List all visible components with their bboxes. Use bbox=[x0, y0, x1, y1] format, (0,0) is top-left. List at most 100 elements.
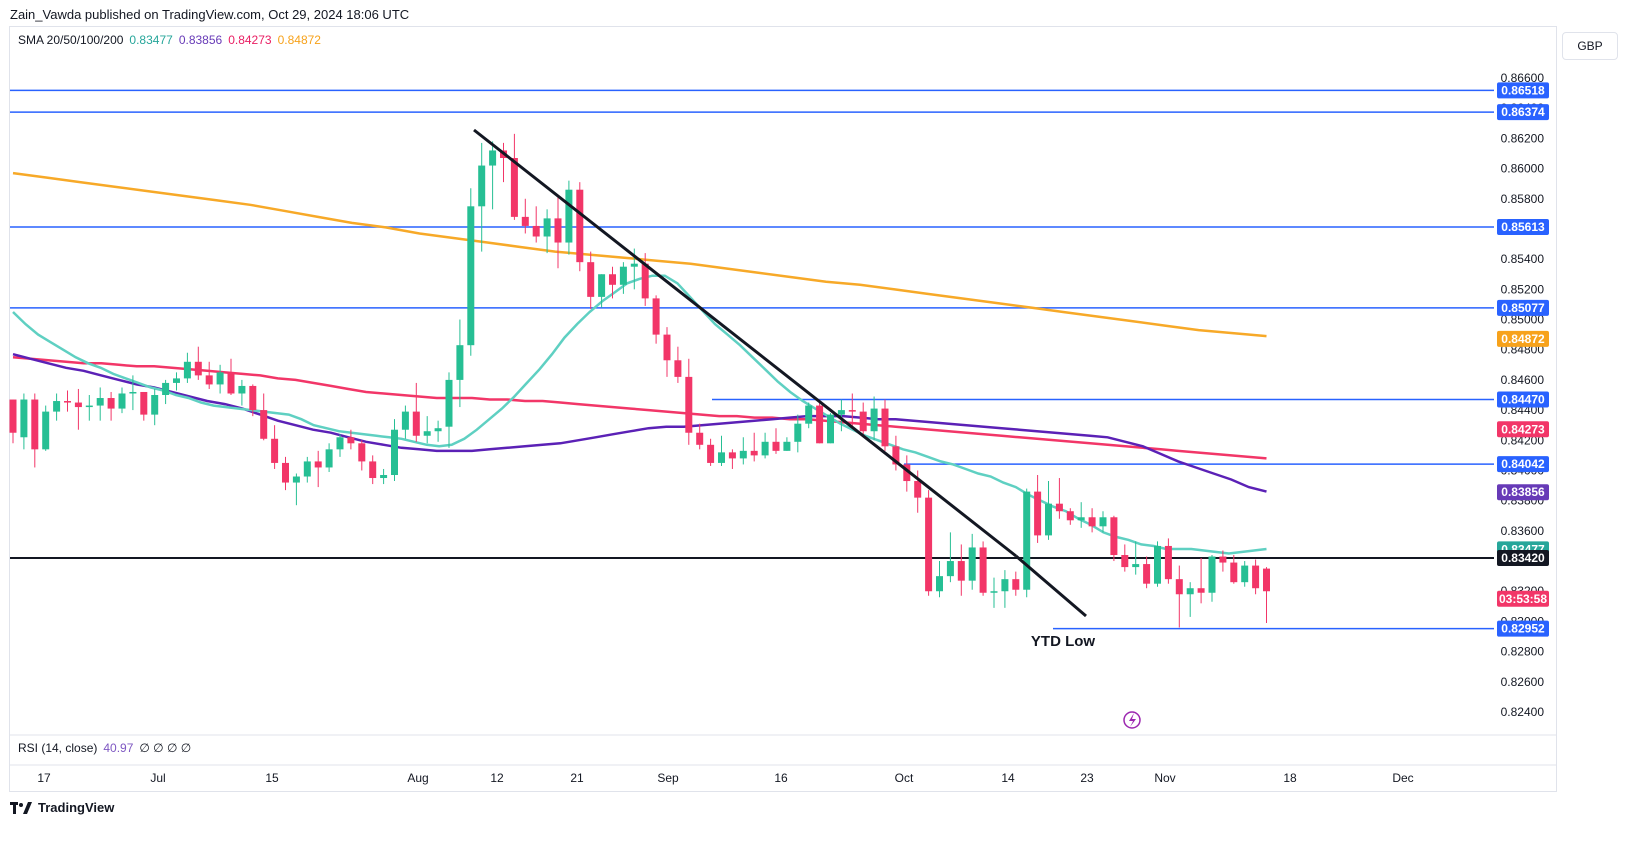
sma50-value: 0.83856 bbox=[178, 33, 223, 47]
price-label-text: 0.86518 bbox=[1501, 83, 1545, 97]
price-label-text: 03:53:58 bbox=[1499, 592, 1547, 606]
candle-body bbox=[140, 391, 148, 415]
candles bbox=[9, 133, 1270, 628]
price-label-text: 0.82952 bbox=[1501, 622, 1545, 636]
candle-body bbox=[336, 437, 344, 450]
price-tick-label: 0.85200 bbox=[1501, 282, 1545, 296]
candle-body bbox=[739, 450, 747, 459]
time-tick-label: 16 bbox=[774, 771, 788, 785]
candle-body bbox=[85, 405, 93, 408]
candle-body bbox=[173, 378, 180, 383]
candle-body bbox=[282, 462, 289, 483]
candle-body bbox=[347, 437, 355, 444]
candle-body bbox=[1034, 491, 1042, 536]
price-label-box bbox=[1497, 620, 1549, 637]
price-tick-label: 0.84600 bbox=[1501, 373, 1545, 387]
rsi-value: 40.97 bbox=[103, 741, 134, 755]
candle-body bbox=[619, 266, 627, 285]
candle-body bbox=[107, 398, 115, 409]
candle-body bbox=[957, 561, 965, 581]
price-label-text: 0.84872 bbox=[1501, 332, 1545, 346]
price-tick-label: 0.82400 bbox=[1501, 705, 1545, 719]
publisher-header: Zain_Vawda published on TradingView.com,… bbox=[10, 7, 410, 22]
currency-button[interactable]: GBP bbox=[1562, 32, 1618, 60]
candle-body bbox=[576, 189, 584, 263]
candle-body bbox=[216, 372, 224, 385]
price-label-text: 0.85613 bbox=[1501, 220, 1545, 234]
candle-body bbox=[827, 414, 834, 444]
candle-body bbox=[903, 464, 911, 482]
candle-body bbox=[489, 150, 497, 166]
time-tick-label: Aug bbox=[407, 771, 428, 785]
price-tick-label: 0.82800 bbox=[1501, 645, 1545, 659]
candle-body bbox=[1023, 491, 1031, 590]
sma-legend[interactable]: SMA 20/50/100/200 0.83477 0.83856 0.8427… bbox=[18, 33, 321, 47]
price-label-text: 0.84470 bbox=[1501, 393, 1545, 407]
candle-body bbox=[42, 411, 50, 450]
price-label-box bbox=[1497, 391, 1549, 408]
candle-body bbox=[1012, 579, 1020, 590]
sma-legend-label: SMA 20/50/100/200 bbox=[18, 33, 124, 47]
tradingview-label: TradingView bbox=[38, 800, 115, 815]
candle-body bbox=[663, 334, 671, 361]
downtrend-line bbox=[473, 128, 1017, 558]
candle-body bbox=[609, 274, 616, 285]
rsi-extra: ∅ ∅ ∅ ∅ bbox=[139, 741, 192, 755]
candle-body bbox=[652, 298, 660, 335]
tradingview-brand[interactable]: TradingView bbox=[10, 800, 114, 815]
price-tick-label: 0.82600 bbox=[1501, 675, 1545, 689]
price-tick-label: 0.85800 bbox=[1501, 192, 1545, 206]
candle-body bbox=[521, 216, 529, 226]
candle-body bbox=[478, 165, 486, 207]
price-label-text: 0.86374 bbox=[1501, 105, 1545, 119]
tradingview-logo-icon bbox=[10, 801, 32, 814]
candle-body bbox=[53, 401, 61, 412]
candle-body bbox=[74, 402, 82, 408]
candle-body bbox=[445, 379, 453, 427]
candle-body bbox=[1066, 511, 1074, 521]
price-tick-label: 0.86200 bbox=[1501, 131, 1545, 145]
candle-body bbox=[369, 461, 377, 479]
price-label-text: 0.84042 bbox=[1501, 457, 1545, 471]
candle-body bbox=[1154, 545, 1161, 584]
candle-body bbox=[1263, 568, 1270, 592]
candle-body bbox=[1055, 503, 1063, 512]
time-tick-label: Sep bbox=[657, 771, 679, 785]
time-tick-label: 18 bbox=[1283, 771, 1297, 785]
candle-body bbox=[9, 399, 17, 433]
candle-body bbox=[1186, 588, 1194, 595]
candle-body bbox=[205, 375, 213, 385]
price-label-box bbox=[1497, 299, 1549, 316]
candle-body bbox=[946, 561, 954, 577]
time-axis: 17 Jul 15 Aug 12 21 Sep 16 Oct 14 23 Nov 18 Dec bbox=[10, 734, 1556, 785]
candle-body bbox=[118, 393, 126, 409]
candle-body bbox=[194, 361, 202, 376]
horizontal-levels bbox=[10, 89, 1494, 630]
candle-body bbox=[848, 410, 856, 412]
candle-body bbox=[292, 476, 300, 483]
candle-body bbox=[183, 361, 191, 379]
candle-body bbox=[325, 449, 333, 468]
candle-body bbox=[1001, 579, 1009, 592]
time-tick-label: 15 bbox=[265, 771, 279, 785]
ytd-low-annotation: YTD Low bbox=[1031, 633, 1095, 650]
lightning-icon bbox=[1129, 713, 1136, 727]
candle-body bbox=[20, 399, 28, 438]
candle-body bbox=[151, 395, 159, 415]
price-tick-label: 0.85400 bbox=[1501, 252, 1545, 266]
candle-body bbox=[554, 218, 562, 243]
price-label-text: 0.83856 bbox=[1501, 485, 1545, 499]
sma100-line bbox=[12, 356, 1267, 460]
price-label-box bbox=[1497, 330, 1549, 347]
downtrend-line bbox=[1015, 554, 1087, 618]
rsi-legend[interactable]: RSI (14, close) 40.97 ∅ ∅ ∅ ∅ bbox=[18, 741, 191, 755]
candle-body bbox=[674, 360, 682, 377]
sma200-value: 0.84872 bbox=[277, 33, 321, 47]
time-tick-label: 14 bbox=[1001, 771, 1015, 785]
candle-body bbox=[794, 423, 802, 442]
price-tick-label: 0.86000 bbox=[1501, 162, 1545, 176]
candle-body bbox=[870, 408, 878, 432]
candle-body bbox=[1088, 517, 1096, 527]
candle-body bbox=[1252, 565, 1260, 589]
